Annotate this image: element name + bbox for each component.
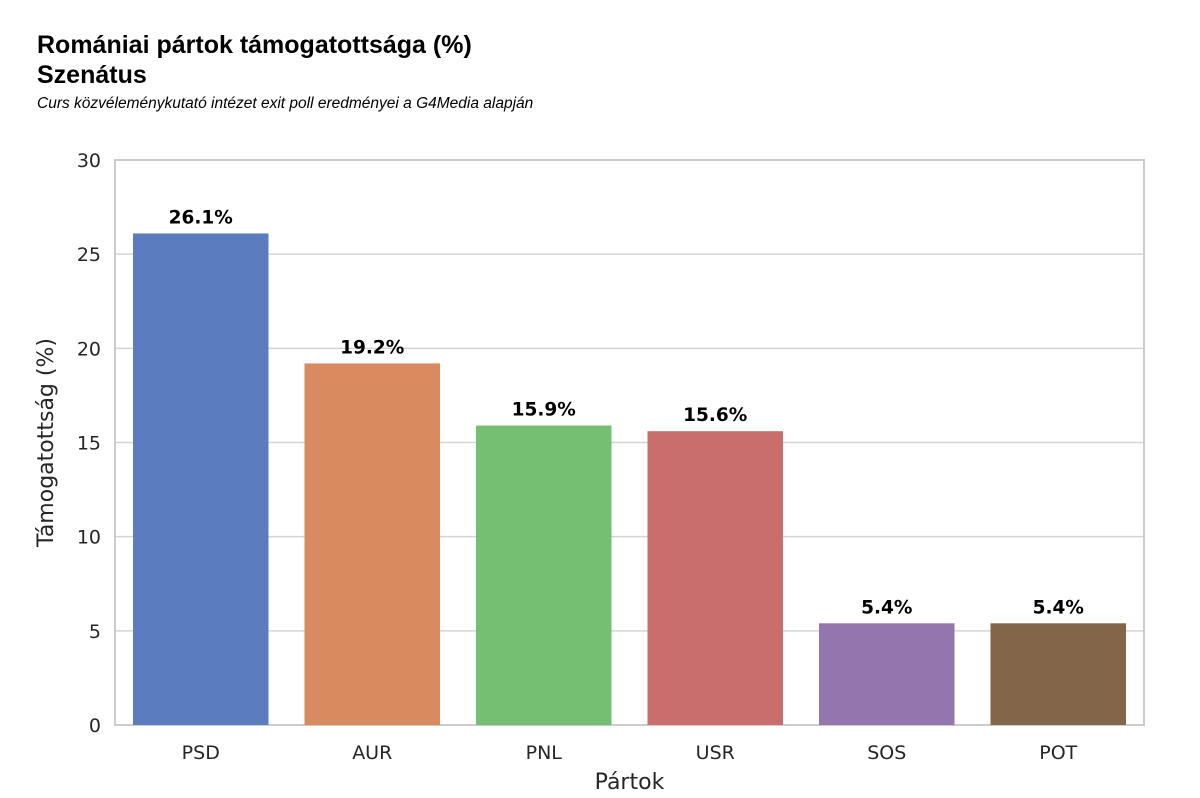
value-label-psd: 26.1% bbox=[169, 207, 233, 228]
bars bbox=[133, 233, 1126, 725]
value-label-pnl: 15.9% bbox=[512, 400, 576, 421]
y-tick-label: 20 bbox=[77, 338, 101, 360]
bar-pot bbox=[990, 623, 1126, 725]
y-tick-label: 30 bbox=[77, 150, 101, 172]
x-tick-label: POT bbox=[1039, 742, 1077, 764]
plot-area-frame bbox=[114, 159, 1145, 726]
value-labels: 26.1% 19.2% 15.9% 15.6% 5.4% 5.4% bbox=[169, 207, 1084, 618]
bar-sos bbox=[819, 623, 955, 725]
x-tick-label: PNL bbox=[526, 742, 563, 764]
value-label-pot: 5.4% bbox=[1033, 597, 1084, 618]
y-tick-label: 15 bbox=[77, 433, 101, 455]
y-axis-ticks: 0 5 10 15 20 25 30 bbox=[77, 150, 101, 737]
value-label-aur: 19.2% bbox=[340, 337, 404, 358]
x-tick-label: USR bbox=[696, 742, 735, 764]
y-axis-title: Támogatottság (%) bbox=[34, 338, 59, 548]
value-label-usr: 15.6% bbox=[683, 405, 747, 426]
chart-title-line2: Szenátus bbox=[37, 61, 147, 89]
bar-psd bbox=[133, 233, 269, 725]
chart-header: Romániai pártok támogatottsága (%) Szená… bbox=[37, 30, 533, 113]
bar-aur bbox=[304, 363, 440, 725]
bar-usr bbox=[647, 431, 783, 725]
y-tick-label: 25 bbox=[77, 244, 101, 266]
bar-pnl bbox=[476, 425, 612, 725]
chart-subtitle: Curs közvéleménykutató intézet exit poll… bbox=[37, 95, 534, 112]
x-tick-label: AUR bbox=[352, 742, 392, 764]
grid-lines bbox=[115, 159, 1144, 726]
chart-title-line1: Romániai pártok támogatottsága (%) bbox=[37, 31, 472, 59]
y-tick-label: 0 bbox=[89, 715, 101, 737]
x-tick-label: SOS bbox=[867, 742, 906, 764]
value-label-sos: 5.4% bbox=[861, 597, 912, 618]
x-axis-ticks: PSD AUR PNL USR SOS POT bbox=[182, 742, 1078, 764]
y-tick-label: 10 bbox=[77, 527, 101, 549]
y-tick-label: 5 bbox=[89, 621, 101, 643]
x-axis-title: Pártok bbox=[595, 770, 665, 795]
x-tick-label: PSD bbox=[182, 742, 220, 764]
